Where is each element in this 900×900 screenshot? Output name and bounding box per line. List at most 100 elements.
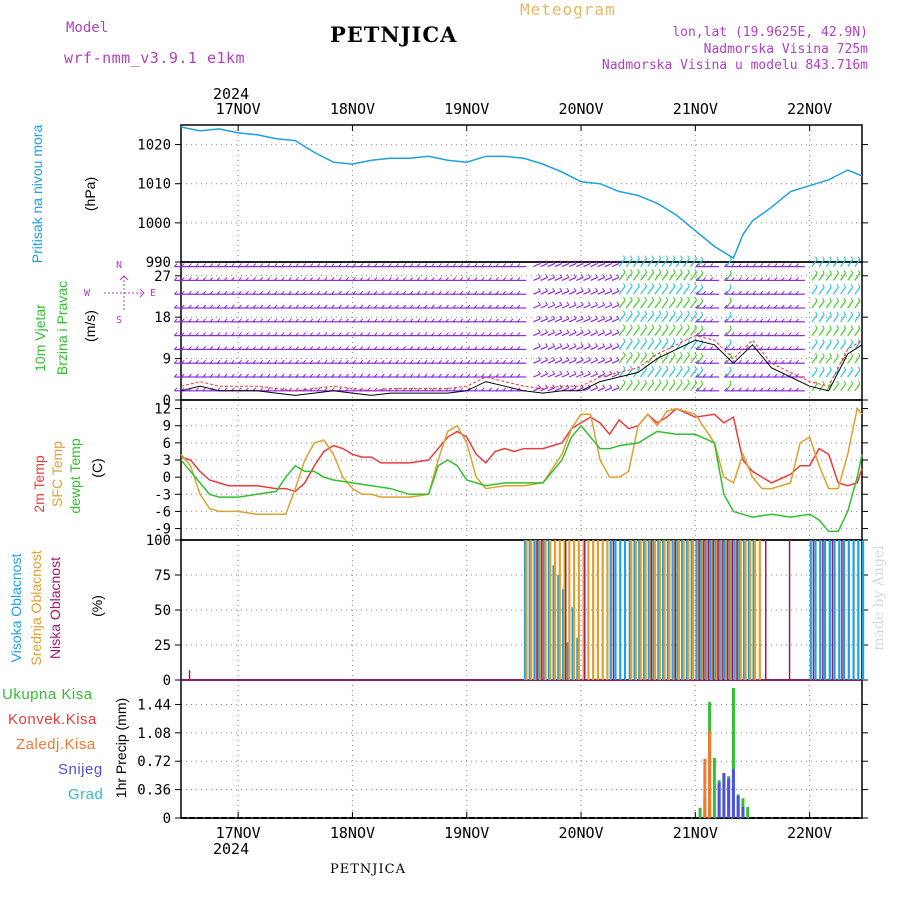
wind-barb-feather — [409, 318, 414, 323]
wind-barb — [625, 299, 633, 309]
wind-barb-feather — [338, 332, 342, 336]
cloud-bar-1 — [758, 540, 761, 680]
wind-barb-feather — [665, 296, 669, 301]
cloud-bar-0 — [733, 540, 736, 680]
wind-barb — [647, 327, 655, 336]
wind-barb-feather — [288, 304, 292, 309]
wind-barb-feather — [395, 304, 399, 309]
wind-barb-feather — [545, 356, 548, 361]
wind-barb-feather — [724, 304, 728, 309]
wind-barb-feather — [288, 359, 292, 364]
y-tick-label: 1020 — [137, 138, 171, 154]
wind-barb-feather — [488, 290, 492, 295]
wind-barb-feather — [630, 310, 633, 315]
wind-barb-feather — [850, 283, 854, 288]
wind-barb — [697, 314, 704, 323]
cloud-bar-0 — [842, 540, 846, 680]
wind-barb-feather — [388, 277, 392, 281]
wind-barb-feather — [509, 318, 514, 323]
wind-barb-feather — [331, 290, 335, 295]
wind-barb-feather — [665, 310, 669, 315]
wind-barb-feather — [488, 277, 492, 281]
cloud-bar-1 — [558, 540, 561, 680]
wind-barb — [611, 304, 620, 309]
wind-barb-feather — [595, 287, 598, 292]
wind-barb-feather — [815, 297, 818, 302]
wind-barb — [625, 354, 633, 364]
wind-barb-feather — [766, 387, 771, 392]
compass-e: E — [150, 288, 157, 299]
wind-barb-feather — [509, 290, 514, 295]
wind-barb — [690, 299, 698, 309]
wind-barb — [554, 276, 563, 281]
y-tick-label: 3 — [163, 453, 171, 469]
wind-barb-feather — [195, 332, 199, 336]
wind-barb — [604, 345, 613, 350]
wind-barb-feather — [836, 311, 839, 316]
wind-barb-feather — [302, 332, 307, 336]
wind-barb-feather — [709, 359, 714, 364]
wind-barb-feather — [388, 332, 392, 336]
wind-barb-feather — [795, 346, 799, 350]
wind-barb-feather — [516, 304, 521, 309]
cloud-bar-2 — [707, 540, 710, 680]
wind-barb-feather — [388, 304, 392, 309]
wind-barb-feather — [266, 346, 271, 350]
wind-barb-feather — [774, 387, 778, 392]
wind-barb — [854, 286, 861, 295]
wind-barb-feather — [665, 379, 669, 384]
wind-barb-feather — [566, 260, 570, 264]
wind-barb-feather — [309, 304, 314, 309]
wind-barb-feather — [181, 318, 185, 323]
wind-barb-feather — [672, 282, 676, 287]
wind-barb-feather — [843, 366, 847, 371]
wind-barb — [825, 355, 832, 364]
wind-barb-feather — [245, 346, 249, 350]
wind-barb-feather — [695, 290, 699, 295]
wind-barb — [668, 272, 676, 281]
wind-barb-feather — [216, 290, 221, 295]
wind-barb-feather — [488, 387, 492, 392]
wind-barb-feather — [216, 263, 221, 267]
wind-barb-feather — [709, 318, 714, 323]
wind-barb-feather — [195, 346, 199, 350]
wind-barb-feather — [587, 370, 591, 375]
wind-barb-feather — [774, 318, 778, 323]
wind-barb-feather — [836, 380, 839, 385]
wind-barb — [825, 383, 832, 392]
wind-barb-feather — [537, 287, 541, 292]
wind-barb-feather — [759, 359, 764, 364]
wind-barb-feather — [587, 260, 591, 264]
wind-barb-feather — [552, 384, 556, 389]
cloud-bar-2 — [698, 540, 700, 680]
wind-barb-feather — [202, 277, 207, 281]
wind-barb-feather — [622, 324, 626, 328]
wind-barb — [654, 354, 662, 364]
wind-barb-feather — [630, 338, 633, 342]
wind-barb-feather — [359, 346, 364, 350]
wind-barb-feather — [815, 270, 818, 274]
wind-barb-feather — [815, 380, 818, 385]
wind-barb-feather — [188, 373, 192, 378]
wind-barb-feather — [545, 329, 548, 333]
cloud-bar-2 — [831, 540, 834, 680]
wind-barb-feather — [695, 304, 699, 309]
wind-barb — [847, 342, 854, 350]
wind-barb-feather — [759, 332, 764, 336]
wind-barb-feather — [580, 356, 584, 361]
wind-barb-feather — [302, 263, 307, 267]
wind-barb-feather — [174, 318, 178, 323]
wind-barb-feather — [680, 379, 683, 384]
precip-label-total: Ukupna Kisa — [2, 686, 93, 703]
wind-barb — [654, 299, 662, 309]
wind-barb-feather — [545, 260, 548, 264]
cloud-bar-2 — [726, 540, 729, 680]
wind-barb-feather — [481, 346, 485, 350]
cloud-bar-0 — [723, 540, 727, 680]
wind-barb-feather — [424, 290, 428, 295]
wind-barb-feather — [616, 274, 620, 278]
wind-barb-feather — [374, 263, 378, 267]
wind-barb-feather — [622, 296, 626, 301]
wind-barb-feather — [644, 255, 647, 259]
wind-barb-feather — [609, 329, 613, 333]
